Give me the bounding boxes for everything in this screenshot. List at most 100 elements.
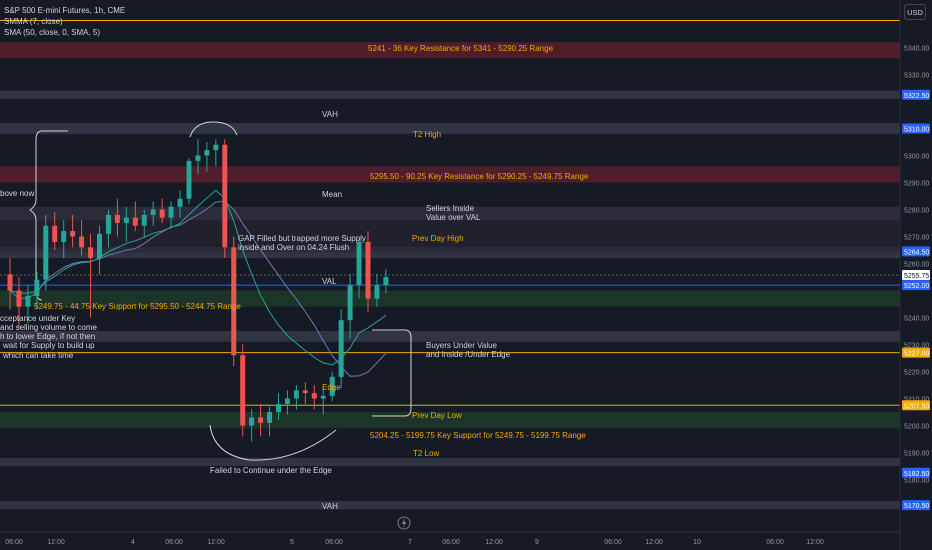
annotation-12: 5249.75 - 44.75 Key Support for 5295.50 … bbox=[34, 302, 241, 311]
candle-0 bbox=[7, 258, 13, 310]
candle-25 bbox=[231, 236, 237, 367]
band-1 bbox=[0, 123, 900, 134]
candle-33 bbox=[302, 382, 308, 404]
candle-39 bbox=[356, 239, 362, 299]
annotation-24: Failed to Continue under the Edge bbox=[210, 466, 332, 475]
zone-3 bbox=[0, 412, 900, 429]
annotation-11: bove now bbox=[0, 189, 34, 198]
zone-0 bbox=[0, 42, 900, 59]
annotation-4: Mean bbox=[322, 190, 342, 199]
candle-23 bbox=[213, 139, 219, 167]
annotations-layer: 5241 - 36 Key Resistance for 5341 - 5290… bbox=[0, 44, 589, 511]
candle-body bbox=[123, 217, 129, 223]
x-tick-0: 06:00 bbox=[5, 539, 23, 546]
candle-9 bbox=[88, 233, 94, 318]
x-tick-8: 06:00 bbox=[442, 539, 460, 546]
candle-10 bbox=[97, 225, 102, 275]
bracket-3 bbox=[372, 329, 412, 417]
y-tick-5: 5270.00 bbox=[904, 235, 929, 242]
price-label-8: 5170.50 bbox=[902, 500, 930, 511]
x-tick-6: 06:00 bbox=[325, 539, 343, 546]
annotation-3: 5295.50 - 90.25 Key Resistance for 5290.… bbox=[370, 172, 589, 181]
candle-12 bbox=[114, 198, 120, 237]
level-lines-layer bbox=[0, 20, 900, 406]
price-label-text: 5310.00 bbox=[904, 127, 929, 134]
y-tick-9: 5220.00 bbox=[904, 370, 929, 377]
time-axis[interactable]: 06:00 12:00 4 06:00 12:00 5 06:00 7 06:00 12:00 9 0… bbox=[0, 531, 900, 546]
band-4 bbox=[0, 331, 900, 342]
x-tick-5: 5 bbox=[290, 539, 294, 546]
moving-averages-layer bbox=[9, 189, 387, 377]
candle-body bbox=[258, 417, 264, 423]
price-label-4: 5252.00 bbox=[902, 280, 930, 291]
price-label-text: 5255.75 bbox=[904, 273, 929, 280]
sma-line bbox=[9, 200, 387, 377]
price-label-text: 5322.50 bbox=[904, 93, 929, 100]
candle-body bbox=[159, 209, 165, 218]
x-tick-2: 4 bbox=[131, 539, 135, 546]
candle-body bbox=[186, 160, 192, 199]
price-axis[interactable]: 5340.00 5330.00 5300.00 5290.00 5280.00 5270.… bbox=[899, 0, 932, 550]
price-label-1: 5310.00 bbox=[902, 123, 930, 134]
symbol-title: S&P 500 E-mini Futures, 1h, CME bbox=[4, 6, 126, 15]
price-label-bg bbox=[902, 280, 930, 291]
price-label-bg bbox=[902, 123, 930, 134]
candle-38 bbox=[347, 274, 353, 340]
x-tick-9: 12:00 bbox=[485, 539, 503, 546]
candle-body bbox=[347, 285, 353, 321]
candle-body bbox=[61, 231, 67, 242]
smma-indicator-label[interactable]: SMMA (7, close) bbox=[4, 17, 63, 26]
sma-indicator-label[interactable]: SMA (50, close, 0, SMA, 5) bbox=[4, 28, 101, 37]
candle-body bbox=[34, 279, 40, 296]
x-tick-10: 9 bbox=[535, 539, 539, 546]
band-0 bbox=[0, 90, 900, 99]
x-tick-7: 7 bbox=[408, 539, 412, 546]
currency-button[interactable]: USD bbox=[904, 4, 926, 20]
x-tick-1: 12:00 bbox=[47, 539, 65, 546]
annotation-14: and selling volume to come bbox=[0, 323, 97, 332]
bracket-1 bbox=[189, 121, 238, 138]
candle-19 bbox=[177, 190, 183, 218]
candle-body bbox=[177, 198, 183, 207]
candle-body bbox=[383, 277, 389, 286]
annotation-10: VAL bbox=[322, 277, 337, 286]
candle-body bbox=[79, 236, 85, 248]
candle-34 bbox=[311, 385, 317, 410]
annotation-8: GAP Filled but trapped more Supply bbox=[238, 234, 366, 243]
candle-5 bbox=[52, 212, 58, 250]
price-label-bg bbox=[902, 246, 930, 257]
candle-40 bbox=[365, 231, 371, 313]
candle-31 bbox=[284, 390, 290, 415]
candle-8 bbox=[79, 220, 85, 256]
candle-24 bbox=[222, 139, 228, 259]
candle-body bbox=[52, 225, 58, 242]
candle-body bbox=[7, 274, 13, 291]
y-tick-10: 5210.00 bbox=[904, 397, 929, 404]
candle-32 bbox=[293, 385, 299, 410]
annotation-20: Edge bbox=[322, 383, 341, 392]
candle-17 bbox=[159, 198, 165, 223]
candle-body bbox=[311, 393, 317, 399]
candle-body bbox=[168, 206, 174, 218]
annotation-19: and Inside /Under Edge bbox=[426, 350, 511, 359]
price-label-text: 5252.00 bbox=[904, 283, 929, 290]
annotation-15: h to lower Edge, if not then bbox=[0, 332, 95, 341]
price-label-text: 5170.50 bbox=[904, 503, 929, 510]
candle-14 bbox=[132, 201, 138, 232]
price-label-bg bbox=[902, 347, 930, 358]
price-label-bg bbox=[902, 400, 930, 411]
y-tick-13: 5180.00 bbox=[904, 478, 929, 485]
lightning-icon[interactable] bbox=[397, 516, 411, 530]
annotation-21: Prev Day Low bbox=[412, 411, 462, 420]
price-label-text: 5207.50 bbox=[904, 403, 929, 410]
annotation-2: T2 High bbox=[413, 130, 441, 139]
candle-body bbox=[276, 403, 281, 412]
price-label-text: 5182.50 bbox=[904, 471, 929, 478]
candle-body bbox=[320, 395, 326, 399]
candle-body bbox=[105, 214, 111, 234]
candle-body bbox=[114, 214, 120, 223]
candle-body bbox=[329, 376, 335, 396]
candle-body bbox=[284, 398, 290, 404]
y-tick-11: 5200.00 bbox=[904, 424, 929, 431]
